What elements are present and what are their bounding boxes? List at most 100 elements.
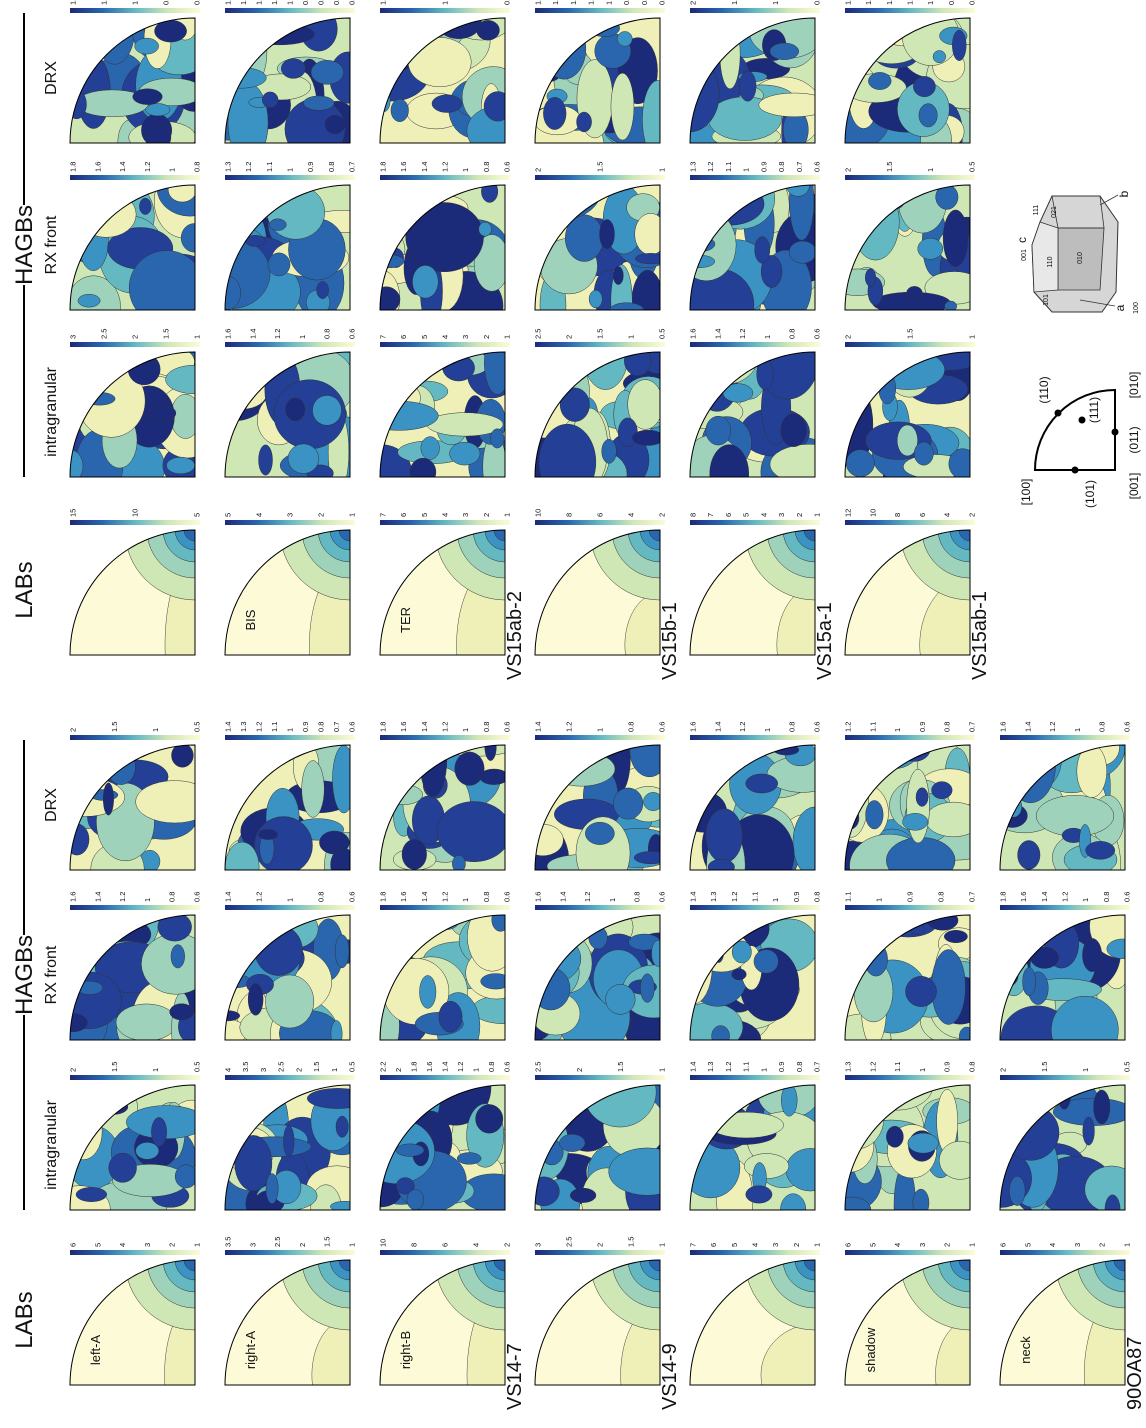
colorbar-tick-label: 1.6 [864, 0, 873, 5]
colorbar-tick-label: 0.6 [1123, 892, 1132, 902]
pole-figure [351, 331, 531, 499]
contour [107, 749, 136, 785]
contour [952, 30, 966, 61]
colorbar-tick-label: 1 [151, 1068, 160, 1072]
contour [1058, 1078, 1071, 1109]
crystal-label: 101 [1043, 294, 1050, 306]
contour [617, 31, 632, 46]
contour [574, 181, 598, 197]
contour [560, 388, 589, 422]
key-label: (011) [1127, 426, 1141, 453]
contour [65, 1103, 103, 1160]
pole-figure [690, 460, 885, 703]
key-dot [1112, 429, 1119, 436]
colorbar-tick-label: 2 [795, 513, 804, 517]
crystal-label: 110 [1047, 256, 1054, 267]
contour [360, 401, 438, 430]
colorbar-tick-label: 0.6 [1123, 722, 1132, 732]
panel-label: TER [398, 607, 413, 633]
contour [171, 945, 185, 968]
contour [331, 848, 356, 881]
contour [781, 414, 807, 447]
colorbar-tick-label: 2 [968, 513, 977, 517]
contour [56, 972, 122, 1029]
contour [689, 47, 708, 68]
contour [932, 782, 953, 799]
pole-figure [830, 167, 1005, 314]
contour [838, 368, 865, 385]
panel-label: shadow [863, 1327, 878, 1372]
colorbar [380, 905, 510, 910]
pole-figure [963, 894, 1146, 1071]
contour [932, 950, 966, 1025]
colorbar-tick-label: 0.8 [968, 1062, 977, 1072]
contour [385, 785, 423, 805]
colorbar-tick-label: 6 [724, 513, 733, 517]
colorbar-tick-label: 3 [1073, 1243, 1082, 1247]
colorbar-tick-label: 0.7 [813, 1062, 822, 1072]
colorbar-tick-label: 0.8 [162, 0, 171, 5]
crystal-label: 021 [1051, 206, 1058, 218]
colorbar-tick-label: 1.2 [255, 892, 264, 902]
contour [151, 1117, 166, 1146]
contour [133, 89, 163, 105]
colorbar [845, 1250, 975, 1255]
colorbar-tick-label: 0.6 [503, 1062, 512, 1072]
contour [1031, 947, 1059, 968]
contour [609, 1148, 686, 1195]
contour [255, 925, 303, 976]
colorbar-tick-label: 1 [461, 728, 470, 732]
colorbar-tick-label: 1.6 [689, 329, 698, 339]
pole-figure [191, 174, 385, 323]
contour [1107, 939, 1138, 959]
pole-figure [70, 460, 265, 732]
colorbar-tick-label: 5 [224, 513, 233, 517]
colorbar-tick-label: 1 [1123, 1243, 1132, 1247]
pole-figure [380, 720, 528, 872]
colorbar-tick-label: 2 [394, 1068, 403, 1072]
colorbar-tick-label: 1.2 [441, 892, 450, 902]
contour [789, 241, 816, 263]
contour [374, 28, 398, 55]
colorbar-tick-label: 1.2 [868, 1062, 877, 1072]
colorbar-tick-label: 0.8 [1102, 892, 1111, 902]
colorbar-tick-label: 0.8 [622, 0, 631, 5]
colorbar [380, 735, 510, 740]
colorbar-tick-label: 1.3 [844, 1062, 853, 1072]
colorbar-tick-label: 1.2 [738, 722, 747, 732]
contour [1002, 1105, 1059, 1161]
sample-label: VS15b-1 [659, 602, 681, 680]
colorbar-tick-label: 0.5 [1123, 1062, 1132, 1072]
contour [906, 976, 937, 1006]
contour [307, 1088, 368, 1108]
contour [368, 907, 404, 980]
colorbar-tick-label: 1 [1081, 1068, 1090, 1072]
colorbar-tick-label: 0.5 [503, 0, 512, 5]
crystal-label: 100 [1133, 302, 1140, 314]
colorbar [690, 1075, 820, 1080]
colorbar-tick-label: 0.7 [332, 722, 341, 732]
colorbar-tick-label: 0.9 [306, 162, 315, 172]
colorbar-tick-label: 0.8 [323, 329, 332, 339]
contour [789, 162, 814, 241]
colorbar-tick-label: 1 [759, 1068, 768, 1072]
contour [1004, 1080, 1014, 1112]
key-label: (110) [1037, 376, 1051, 403]
contour [746, 1186, 772, 1203]
colorbar-tick-label: 1.4 [420, 162, 429, 172]
colorbar-tick-label: 2.5 [273, 1237, 282, 1247]
colorbar-tick-label: 1.8 [379, 892, 388, 902]
colorbar-tick-label: 1 [658, 1068, 667, 1072]
panel-label: BIS [243, 609, 258, 630]
contour [116, 1004, 177, 1041]
contour [868, 72, 891, 89]
contour [68, 170, 93, 203]
colorbar-tick-label: 0.7 [968, 892, 977, 902]
contour [77, 192, 137, 238]
colorbar-tick-label: 0.8 [168, 892, 177, 902]
contour [1006, 913, 1042, 953]
colorbar-tick-label: 1 [658, 168, 667, 172]
colorbar-tick-label: 8 [689, 513, 698, 517]
contour [558, 1081, 572, 1105]
colorbar-tick-label: 0.7 [795, 162, 804, 172]
